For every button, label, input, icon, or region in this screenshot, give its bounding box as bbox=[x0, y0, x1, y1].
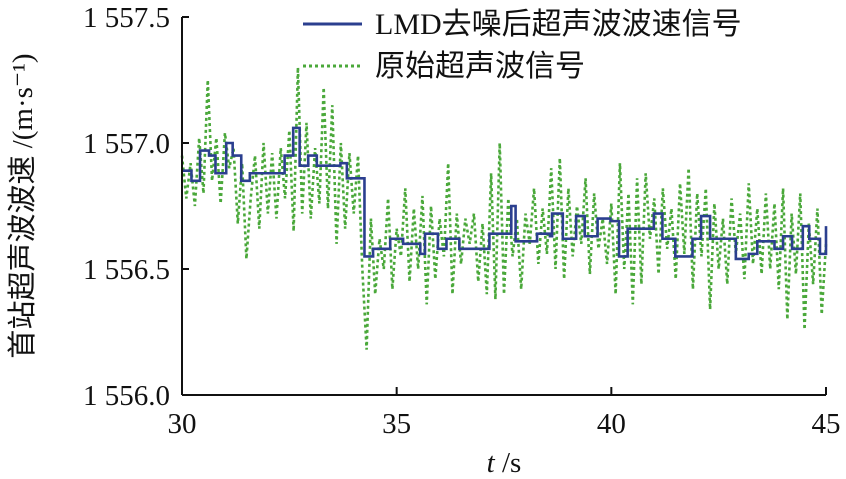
series-raw-line bbox=[180, 67, 828, 350]
y-tick-label: 1 557.5 bbox=[83, 2, 170, 34]
x-tick-label: 40 bbox=[597, 408, 626, 440]
y-tick-label: 1 556.0 bbox=[83, 380, 170, 412]
legend-label-denoised: LMD去噪后超声波波速信号 bbox=[375, 8, 742, 41]
x-tick-label: 45 bbox=[812, 408, 841, 440]
legend: LMD去噪后超声波波速信号 原始超声波信号 bbox=[303, 8, 742, 83]
x-axis-title: t /s bbox=[487, 447, 522, 479]
y-tick-label: 1 556.5 bbox=[83, 254, 170, 286]
y-tick-label: 1 557.0 bbox=[83, 128, 170, 160]
y-axis-title: 首站超声波波速 /(m·s⁻¹) bbox=[6, 53, 39, 358]
x-tick-label: 30 bbox=[168, 408, 197, 440]
axes: 1 556.0 1 556.5 1 557.0 1 557.5 30 35 40 45 bbox=[83, 2, 841, 440]
series-denoised-line bbox=[182, 126, 828, 261]
x-axis-var: t bbox=[487, 447, 496, 479]
legend-label-raw: 原始超声波信号 bbox=[375, 50, 585, 83]
plot-area bbox=[180, 67, 828, 350]
x-tick-label: 35 bbox=[382, 408, 411, 440]
x-axis-unit: /s bbox=[495, 447, 522, 479]
